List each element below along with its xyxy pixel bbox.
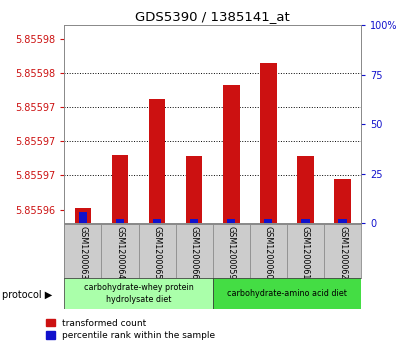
Bar bbox=[213, 224, 250, 278]
Text: GSM1200064: GSM1200064 bbox=[115, 225, 124, 279]
Bar bbox=[75, 208, 91, 223]
Bar bbox=[79, 212, 87, 223]
Bar bbox=[186, 156, 203, 223]
Bar bbox=[297, 156, 314, 223]
Bar bbox=[264, 219, 273, 223]
Text: GSM1200061: GSM1200061 bbox=[301, 225, 310, 279]
Legend: transformed count, percentile rank within the sample: transformed count, percentile rank withi… bbox=[46, 318, 215, 340]
Bar bbox=[287, 224, 324, 278]
Bar bbox=[176, 224, 213, 278]
Bar bbox=[213, 278, 361, 309]
Text: carbohydrate-amino acid diet: carbohydrate-amino acid diet bbox=[227, 289, 347, 298]
Bar bbox=[101, 224, 139, 278]
Bar bbox=[324, 224, 361, 278]
Text: GSM1200065: GSM1200065 bbox=[153, 225, 161, 279]
Bar bbox=[112, 155, 128, 223]
Title: GDS5390 / 1385141_at: GDS5390 / 1385141_at bbox=[135, 10, 290, 23]
Bar bbox=[223, 85, 239, 223]
Text: GSM1200066: GSM1200066 bbox=[190, 225, 199, 279]
Text: protocol ▶: protocol ▶ bbox=[2, 290, 52, 300]
Bar bbox=[64, 278, 213, 309]
Bar bbox=[190, 219, 198, 223]
Bar bbox=[338, 219, 347, 223]
Text: carbohydrate-whey protein
hydrolysate diet: carbohydrate-whey protein hydrolysate di… bbox=[84, 284, 193, 303]
Bar bbox=[301, 219, 310, 223]
Bar bbox=[149, 99, 166, 223]
Bar bbox=[227, 219, 235, 223]
Bar bbox=[139, 224, 176, 278]
Bar bbox=[153, 219, 161, 223]
Bar bbox=[64, 224, 101, 278]
Text: GSM1200059: GSM1200059 bbox=[227, 225, 236, 279]
Text: GSM1200063: GSM1200063 bbox=[78, 225, 88, 279]
Text: GSM1200060: GSM1200060 bbox=[264, 225, 273, 279]
Bar bbox=[334, 179, 351, 223]
Bar bbox=[250, 224, 287, 278]
Bar bbox=[116, 219, 124, 223]
Text: GSM1200062: GSM1200062 bbox=[338, 225, 347, 279]
Bar bbox=[260, 63, 277, 223]
